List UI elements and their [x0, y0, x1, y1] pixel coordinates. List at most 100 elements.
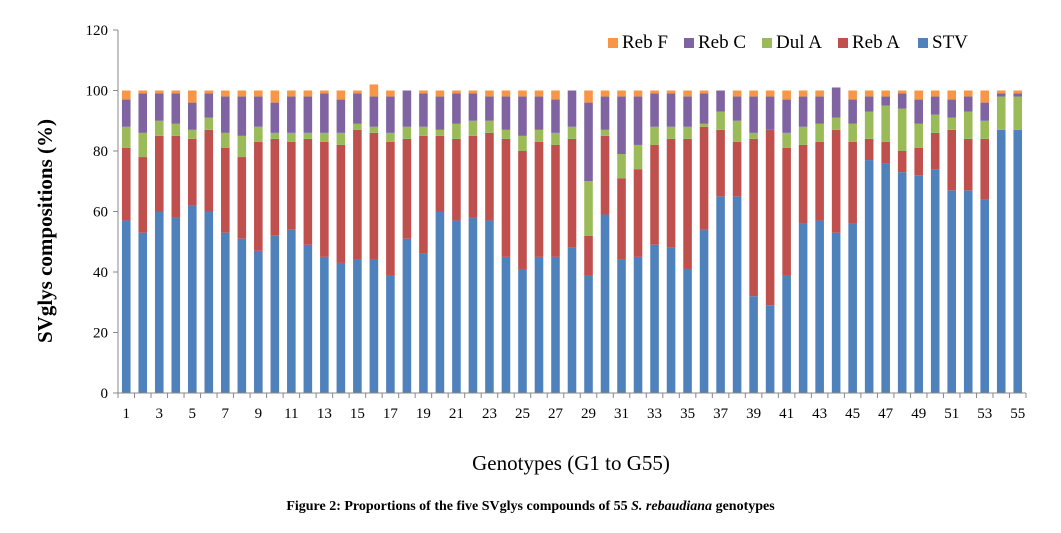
- x-tick-label-37: 37: [713, 406, 729, 422]
- legend-label-stv: STV: [932, 32, 968, 53]
- x-tick-label-17: 17: [383, 406, 399, 422]
- bar-segment-reb-f-g38: [732, 90, 742, 97]
- bar-segment-stv-g4: [171, 217, 181, 393]
- bar-segment-reb-c-g51: [947, 99, 956, 118]
- bar-segment-reb-a-g1: [121, 147, 131, 221]
- bar-segment-reb-f-g1: [121, 90, 131, 100]
- bar-segment-dul-a-g34: [666, 126, 676, 139]
- x-tick-label-29: 29: [581, 406, 596, 422]
- bar-segment-reb-a-g24: [501, 138, 511, 257]
- bar-segment-dul-a-g7: [221, 132, 230, 148]
- bar-segment-stv-g7: [221, 232, 230, 393]
- bar-segment-reb-a-g27: [551, 144, 560, 257]
- bar-segment-reb-c-g8: [237, 96, 247, 136]
- bar-segment-reb-f-g7: [221, 90, 230, 97]
- bar-segment-reb-c-g52: [963, 96, 973, 112]
- bar-segment-reb-a-g41: [782, 147, 791, 276]
- bar-segment-reb-a-g37: [716, 129, 725, 197]
- bar-segment-dul-a-g5: [188, 129, 197, 139]
- bar-segment-reb-f-g49: [914, 90, 923, 100]
- bar-segment-reb-a-g53: [980, 138, 990, 200]
- bar-segment-stv-g39: [749, 296, 758, 393]
- bar-segment-stv-g33: [650, 244, 659, 393]
- x-tick-label-11: 11: [284, 406, 298, 422]
- bar-segment-dul-a-g29: [584, 181, 593, 236]
- x-tick-label-47: 47: [878, 406, 894, 422]
- x-tick-label-41: 41: [779, 406, 794, 422]
- bar-segment-dul-a-g2: [138, 132, 148, 158]
- x-tick-label-49: 49: [911, 406, 926, 422]
- bar-segment-stv-g37: [716, 196, 725, 394]
- bar-segment-stv-g47: [881, 163, 890, 393]
- bar-segment-reb-f-g29: [584, 90, 593, 103]
- bar-segment-reb-f-g3: [154, 90, 164, 94]
- bar-segment-dul-a-g15: [353, 123, 362, 130]
- bar-segment-reb-f-g46: [864, 90, 874, 97]
- bar-segment-dul-a-g41: [782, 132, 791, 148]
- bar-segment-stv-g10: [270, 235, 280, 393]
- bar-segment-reb-c-g22: [468, 93, 478, 121]
- bar-segment-stv-g19: [419, 253, 428, 393]
- bar-segment-dul-a-g48: [897, 108, 907, 151]
- bar-segment-reb-a-g7: [221, 147, 230, 233]
- bar-segment-reb-c-g50: [930, 96, 940, 115]
- bar-segment-reb-f-g22: [468, 90, 478, 94]
- bar-segment-stv-g36: [699, 229, 709, 393]
- bar-segment-reb-a-g42: [798, 144, 808, 224]
- bar-segment-dul-a-g28: [567, 126, 577, 139]
- bar-segment-reb-c-g2: [138, 93, 148, 133]
- bar-segment-reb-a-g29: [584, 235, 593, 276]
- bar-segment-stv-g8: [237, 238, 247, 393]
- bar-segment-stv-g42: [798, 223, 808, 393]
- bar-segment-stv-g34: [666, 247, 676, 393]
- bar-segment-stv-g54: [996, 129, 1006, 393]
- bar-segment-reb-f-g34: [666, 90, 676, 94]
- bar-segment-dul-a-g42: [798, 126, 808, 145]
- bar-segment-reb-a-g10: [270, 138, 280, 236]
- bar-segment-stv-g23: [485, 220, 494, 393]
- bar-segment-reb-c-g32: [633, 96, 643, 145]
- bar-segment-reb-a-g2: [138, 157, 148, 233]
- y-tick-label-0: 0: [101, 386, 109, 402]
- bar-segment-stv-g11: [287, 229, 296, 393]
- bar-segment-reb-c-g42: [798, 96, 808, 127]
- bar-segment-dul-a-g13: [320, 132, 329, 142]
- bar-segment-reb-a-g32: [633, 169, 643, 257]
- bar-segment-reb-c-g33: [650, 93, 659, 127]
- x-tick-label-45: 45: [845, 406, 860, 422]
- bar-segment-stv-g24: [501, 256, 511, 394]
- bar-segment-reb-f-g17: [386, 90, 395, 97]
- bar-segment-reb-c-g25: [518, 96, 527, 136]
- legend-label-reb-f: Reb F: [622, 32, 668, 53]
- x-tick-label-23: 23: [482, 406, 497, 422]
- bar-segment-stv-g13: [320, 256, 329, 394]
- bar-segment-stv-g12: [303, 244, 313, 393]
- bar-segment-dul-a-g44: [831, 117, 841, 130]
- bar-segment-stv-g32: [633, 256, 643, 394]
- bar-segment-reb-a-g51: [947, 129, 956, 191]
- bar-segment-reb-c-g47: [881, 96, 890, 106]
- bar-segment-stv-g35: [683, 268, 692, 393]
- bar-segment-stv-g50: [930, 169, 940, 393]
- bar-segment-dul-a-g55: [1013, 96, 1023, 130]
- bar-segment-reb-f-g51: [947, 90, 956, 100]
- bar-segment-reb-f-g13: [320, 90, 329, 94]
- bar-segment-reb-c-g39: [749, 96, 758, 133]
- bar-segment-reb-c-g40: [765, 96, 775, 130]
- bar-segment-reb-c-g44: [831, 87, 841, 118]
- bar-segment-reb-a-g35: [683, 138, 692, 269]
- bar-segment-reb-a-g43: [815, 141, 824, 221]
- bar-segment-reb-a-g12: [303, 138, 313, 245]
- bar-segment-reb-c-g3: [154, 93, 164, 121]
- bar-segment-reb-a-g40: [765, 129, 775, 306]
- bar-segment-reb-c-g5: [188, 102, 197, 130]
- legend-label-reb-a: Reb A: [852, 32, 900, 53]
- bar-segment-dul-a-g47: [881, 105, 890, 142]
- bar-segment-dul-a-g12: [303, 132, 313, 139]
- caption-species: S. rebaudiana: [631, 499, 713, 514]
- bar-segment-stv-g21: [452, 220, 461, 393]
- y-tick-label-80: 80: [93, 144, 108, 160]
- bar-segment-stv-g26: [534, 256, 544, 394]
- bar-segment-reb-a-g14: [336, 144, 346, 263]
- bar-segment-reb-f-g52: [963, 90, 973, 97]
